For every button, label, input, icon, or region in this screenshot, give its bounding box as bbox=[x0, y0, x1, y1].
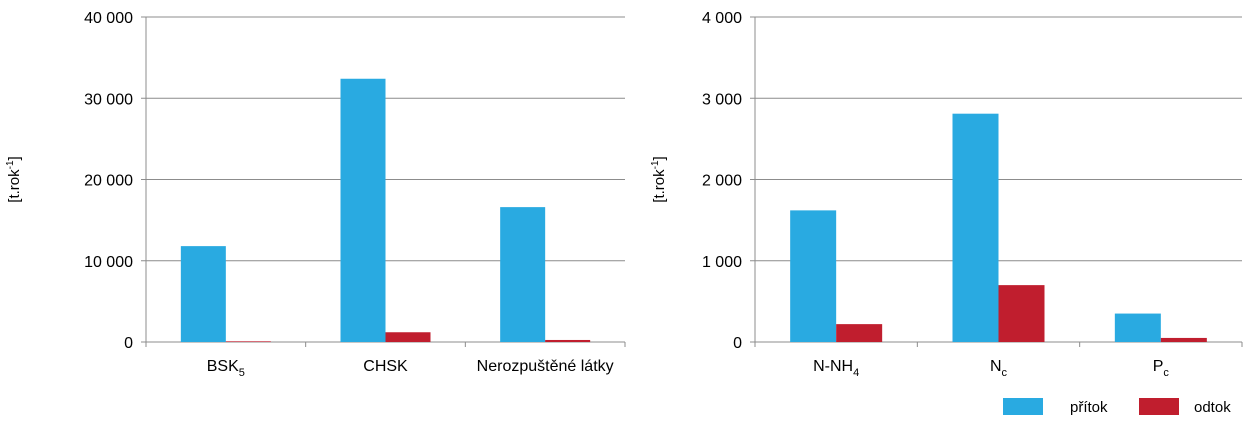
bar-pritok bbox=[500, 207, 546, 342]
x-tick-label: Nc bbox=[990, 358, 1008, 379]
bar-odtok bbox=[545, 339, 591, 342]
y-tick-label: 10 000 bbox=[84, 254, 133, 271]
x-tick-label: CHSK bbox=[363, 358, 408, 375]
y-tick-label: 30 000 bbox=[84, 91, 133, 108]
bar-odtok bbox=[1160, 337, 1207, 342]
x-tick-label: BSK5 bbox=[207, 358, 245, 379]
bar-pritok bbox=[340, 78, 386, 342]
y-tick-label: 1 000 bbox=[702, 254, 742, 271]
y-axis-label: [t.rok-1] bbox=[5, 156, 23, 202]
chart-1: 0 10 000 20 000 30 000 40 000 [t.rok-1] BSK5 CH… bbox=[5, 10, 626, 379]
bar-pritok bbox=[790, 210, 837, 342]
legend-label-odtok: odtok bbox=[1194, 399, 1231, 416]
legend-swatch-pritok bbox=[1003, 398, 1043, 415]
bar-pritok bbox=[180, 246, 226, 342]
bar-pritok bbox=[952, 113, 999, 342]
y-tick-label: 20 000 bbox=[84, 173, 133, 190]
x-tick-label: Pc bbox=[1153, 358, 1170, 379]
y-axis-label: [t.rok-1] bbox=[650, 156, 668, 202]
y-tick-label: 2 000 bbox=[702, 173, 742, 190]
y-tick-label: 40 000 bbox=[84, 10, 133, 27]
legend: přítok odtok bbox=[1003, 398, 1231, 416]
x-tick-label: N-NH4 bbox=[813, 358, 859, 379]
bar-pritok bbox=[1114, 313, 1161, 342]
y-tick-label: 4 000 bbox=[702, 10, 742, 27]
y-tick-label: 3 000 bbox=[702, 91, 742, 108]
bar-odtok bbox=[225, 341, 271, 342]
y-tick-label: 0 bbox=[733, 335, 742, 352]
legend-swatch-odtok bbox=[1139, 398, 1179, 415]
bar-odtok bbox=[998, 285, 1045, 342]
bar-odtok bbox=[385, 332, 431, 342]
chart-2: 0 1 000 2 000 3 000 4 000 [t.rok-1] N-NH4 Nc Pc bbox=[650, 10, 1243, 379]
x-tick-label: Nerozpuštěné látky bbox=[477, 358, 614, 375]
bar-odtok bbox=[836, 324, 883, 342]
legend-label-pritok: přítok bbox=[1070, 399, 1108, 416]
y-tick-label: 0 bbox=[124, 335, 133, 352]
